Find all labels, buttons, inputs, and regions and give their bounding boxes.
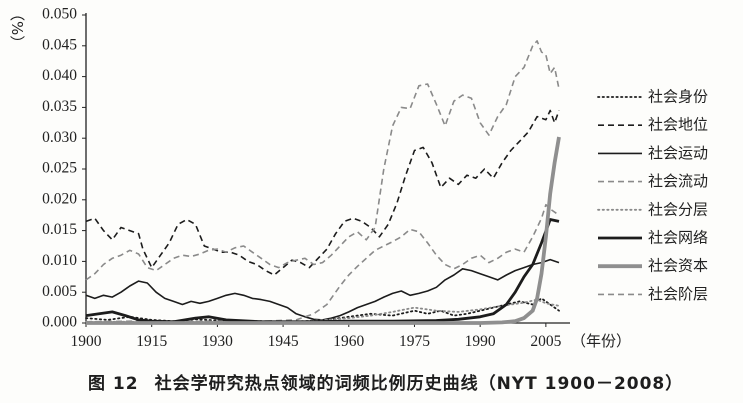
legend-item-social-mobility: 社会流动	[598, 172, 708, 190]
figure-caption: 图 12 社会学研究热点领域的词频比例历史曲线（NYT 1900－2008）	[88, 369, 738, 394]
y-tick-label: 0.010	[42, 252, 77, 269]
y-tick-label: 0.035	[42, 98, 77, 115]
y-tick-label: 0.020	[42, 190, 77, 207]
line-chart: 0.000 0.005 0.010 0.015 0.020 0.025 0.030 0.035…	[42, 6, 708, 350]
y-tick-label: 0.015	[42, 221, 77, 238]
series-line-social-mobility	[85, 203, 560, 323]
legend-label: 社会流动	[648, 172, 708, 190]
x-tick-label: 1960	[333, 333, 364, 350]
legend-item-social-identity: 社会身份	[597, 88, 708, 106]
legend-label: 社会运动	[648, 144, 708, 162]
legend-item-social-movement: 社会运动	[598, 144, 708, 162]
legend-label: 社会资本	[648, 257, 708, 275]
series-line-social-stratification	[85, 298, 560, 323]
y-tick-label: 0.045	[42, 36, 77, 53]
axes: 0.000 0.005 0.010 0.015 0.020 0.025 0.030 0.035…	[42, 6, 631, 350]
y-axis-label: （%）	[8, 6, 26, 51]
x-tick-label: 1915	[136, 333, 167, 350]
legend-label: 社会分层	[648, 200, 708, 218]
series-line-social-class	[85, 40, 560, 281]
y-tick-label: 0.040	[42, 67, 77, 84]
caption-label: 图 12	[88, 374, 139, 394]
legend-label: 社会身份	[648, 88, 708, 106]
legend-label: 社会阶层	[648, 285, 708, 303]
series-line-social-capital	[86, 136, 561, 325]
y-tick-label: 0.005	[42, 283, 77, 300]
x-tick-label: 1975	[399, 333, 430, 350]
x-tick-label: 2005	[530, 333, 561, 350]
y-tick-label: 0.025	[42, 160, 77, 177]
series-line-social-identity	[85, 297, 560, 323]
legend-label: 社会地位	[648, 116, 708, 134]
x-tick-label: 1930	[202, 333, 233, 350]
legend-item-social-status: 社会地位	[598, 116, 708, 134]
legend-item-social-stratification: 社会分层	[597, 200, 708, 218]
series-line-social-status	[85, 109, 560, 276]
legend-item-social-class: 社会阶层	[598, 285, 708, 303]
x-tick-label: 1990	[465, 333, 496, 350]
legend-item-social-capital: 社会资本	[598, 257, 708, 275]
series-layer	[85, 40, 561, 325]
x-axis-label: （年份）	[571, 332, 631, 350]
x-tick-label: 1900	[71, 333, 102, 350]
series-line-social-movement	[85, 258, 560, 321]
y-tick-label: 0.030	[42, 129, 77, 146]
x-tick-label: 1945	[268, 333, 299, 350]
legend-label: 社会网络	[648, 229, 708, 247]
y-tick-label: 0.050	[42, 6, 77, 23]
legend-item-social-network: 社会网络	[598, 229, 708, 247]
y-tick-label: 0.000	[42, 314, 77, 331]
caption-text: 社会学研究热点领域的词频比例历史曲线（NYT 1900－2008）	[154, 374, 684, 394]
series-line-social-network	[85, 218, 560, 324]
